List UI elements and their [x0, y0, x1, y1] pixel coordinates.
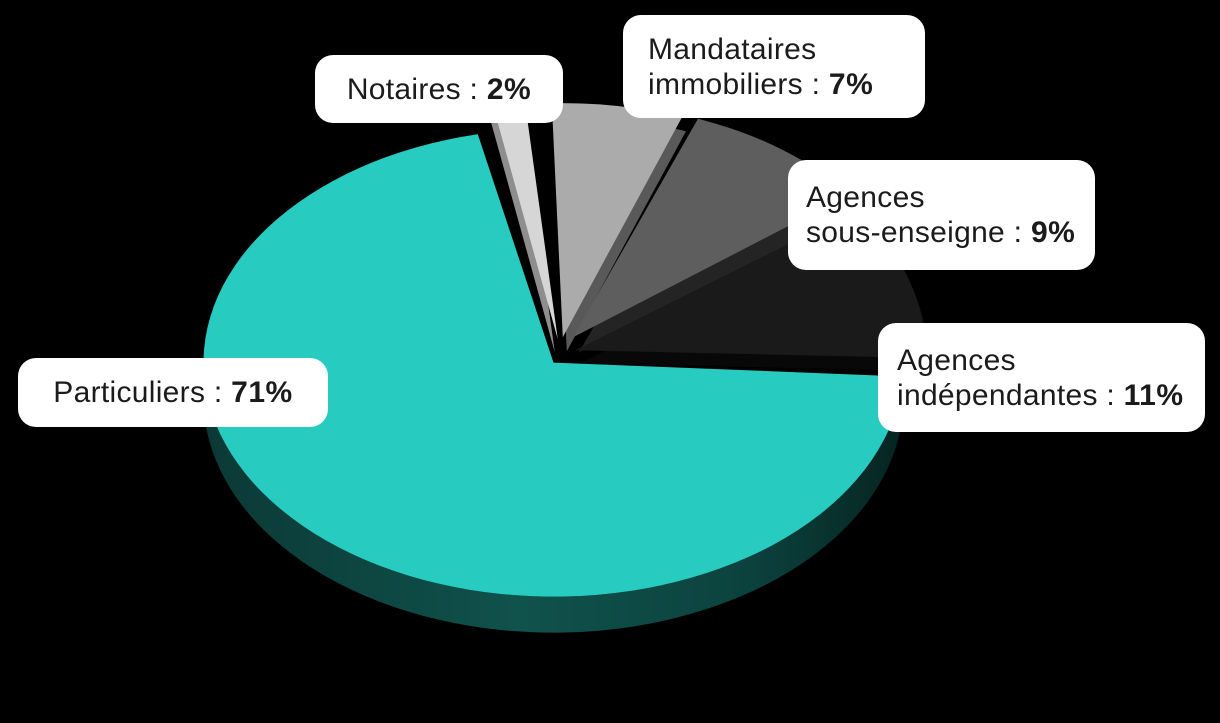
callout-agences-sous-enseigne: Agences sous-enseigne : 9%: [788, 160, 1095, 270]
callout-label: sous-enseigne :: [806, 216, 1031, 249]
pie-slice-particuliers: [203, 134, 903, 597]
callout-value: 7%: [828, 67, 874, 101]
callout-label: immobiliers :: [648, 67, 829, 101]
callout-value: 9%: [1030, 216, 1076, 249]
callout-particuliers: Particuliers : 71%: [18, 358, 328, 427]
pie-slice-side-notaires: [491, 119, 555, 353]
callout-agences-independantes: Agences indépendantes : 11%: [878, 323, 1205, 432]
callout-mandataires-immobiliers: Mandataires immobiliers : 7%: [623, 15, 925, 118]
callout-line: Agences: [897, 343, 1016, 378]
callout-line: Particuliers : 71%: [53, 375, 292, 410]
callout-value: 71%: [231, 376, 293, 409]
callout-line: immobiliers : 7%: [648, 67, 873, 102]
callout-label: Agences: [897, 343, 1016, 377]
callout-line: Notaires : 2%: [347, 72, 531, 107]
callout-label: Notaires :: [346, 72, 487, 106]
callout-line: Agences: [806, 180, 925, 215]
callout-label: indépendantes :: [897, 378, 1124, 412]
callout-notaires: Notaires : 2%: [315, 55, 563, 123]
callout-label: Mandataires: [648, 32, 817, 66]
pie-slice-agences-sous-enseigne: [573, 118, 850, 338]
callout-value: 2%: [486, 72, 532, 106]
callout-line: indépendantes : 11%: [897, 378, 1184, 413]
pie-slice-notaires: [494, 106, 558, 340]
callout-label: Particuliers :: [53, 376, 232, 409]
callout-line: Mandataires: [648, 32, 816, 67]
callout-line: sous-enseigne : 9%: [806, 215, 1075, 250]
callout-label: Agences: [806, 181, 925, 214]
pie-slice-mandataires-immobiliers: [551, 103, 682, 338]
callout-value: 11%: [1123, 378, 1184, 412]
